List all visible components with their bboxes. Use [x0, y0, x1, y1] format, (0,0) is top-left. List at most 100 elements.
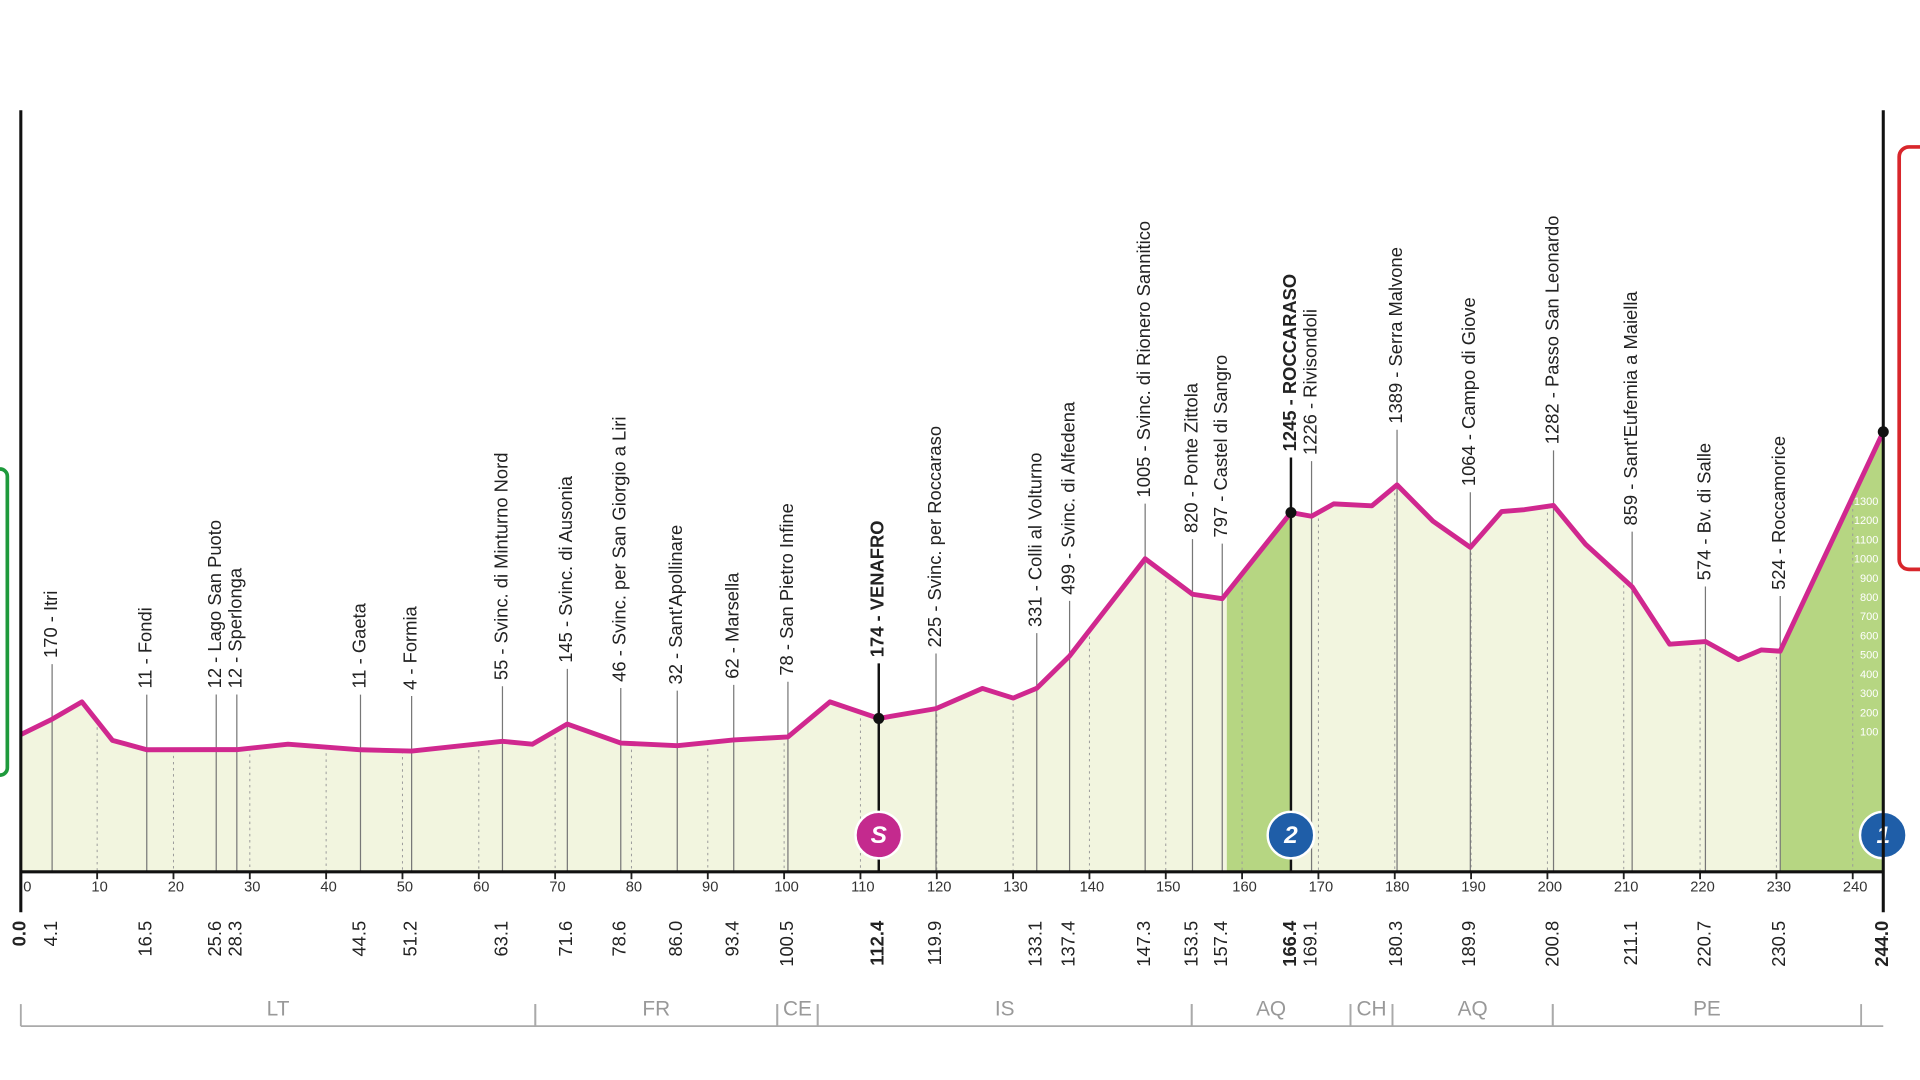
climb-area [1780, 431, 1884, 872]
waypoint-km: 230.5 [1768, 921, 1789, 967]
profile-area [20, 431, 1884, 872]
waypoint-name: 12 - Lago San Puoto [204, 520, 225, 688]
x-tick-label: 80 [626, 880, 642, 896]
x-tick-label: 60 [473, 880, 489, 896]
x-tick-label: 160 [1232, 880, 1257, 896]
waypoint-name: 225 - Svinc. per Roccaraso [924, 426, 945, 647]
waypoint-km: 93.4 [722, 921, 743, 957]
waypoint-name: 1389 - Serra Malvone [1385, 247, 1406, 424]
region-label: IS [995, 998, 1015, 1021]
marker-badge [854, 810, 904, 860]
waypoint-km: 28.3 [225, 921, 246, 957]
waypoint-name: 1005 - Svinc. di Rionero Sannitico [1133, 221, 1154, 498]
region-label: AQ [1256, 998, 1286, 1021]
waypoint-name: 574 - Bv. di Salle [1693, 443, 1714, 580]
waypoint-name: 499 - Svinc. di Alfedena [1057, 401, 1078, 595]
waypoint-km: 119.9 [924, 921, 945, 966]
waypoint-km: 71.6 [555, 921, 576, 957]
waypoint-name: 174 - VENAFRO [867, 520, 888, 657]
y-tick-label: 1000 [1854, 554, 1879, 566]
waypoint-name: 820 - Ponte Zittola [1180, 382, 1201, 533]
x-tick-label: 30 [244, 880, 260, 896]
waypoint-name: 62 - Marsella [722, 572, 743, 679]
waypoint-km: 244.0 [1871, 921, 1892, 967]
x-tick-label: 40 [320, 880, 336, 896]
x-tick-label: 170 [1309, 880, 1334, 896]
waypoint-name: 145 - Svinc. di Ausonia [555, 475, 576, 663]
marker-label: 2 [1283, 822, 1298, 849]
waypoint-name: 32 - Sant'Apollinare [665, 525, 686, 685]
waypoint-km: 44.5 [348, 921, 369, 957]
waypoint-km: 78.6 [609, 921, 630, 957]
waypoint-km: 4.1 [40, 921, 61, 947]
climb-area [1226, 512, 1291, 872]
waypoint-name: 46 - Svinc. per San Giorgio a Liri [609, 416, 630, 681]
y-tick-label: 1100 [1855, 534, 1879, 546]
y-tick-label: 600 [1860, 630, 1878, 642]
waypoint-name: 12 - Sperlonga [225, 567, 246, 688]
y-tick-label: 1300 [1854, 496, 1879, 508]
y-tick-label: 500 [1860, 650, 1878, 662]
y-tick-label: 100 [1860, 727, 1878, 739]
x-tick-label: 100 [774, 880, 799, 896]
waypoint-km: 133.1 [1025, 921, 1046, 967]
x-tick-label: 180 [1385, 880, 1410, 896]
waypoint-name: 78 - San Pietro Infine [776, 503, 797, 675]
start-box [0, 467, 10, 777]
waypoint-km: 86.0 [665, 921, 686, 957]
x-tick-label: 190 [1461, 880, 1486, 896]
x-tick-label: 210 [1614, 880, 1639, 896]
waypoint-name: 1064 - Campo di Giove [1458, 297, 1479, 486]
profile-line [19, 430, 1886, 754]
waypoint-km: 16.5 [135, 921, 156, 957]
x-tick-label: 10 [91, 880, 107, 896]
x-tick-label: 0 [23, 880, 31, 896]
waypoint-km: 166.4 [1279, 920, 1300, 967]
y-tick-label: 700 [1860, 611, 1878, 623]
region-label: CE [783, 998, 812, 1021]
waypoint-km: 112.4 [867, 920, 888, 966]
x-tick-label: 120 [927, 880, 952, 896]
waypoint-km: 169.1 [1299, 921, 1320, 967]
waypoint-dot [1285, 507, 1297, 519]
waypoint-km: 100.5 [776, 921, 797, 967]
y-tick-label: 400 [1860, 669, 1878, 681]
marker-label: S [871, 822, 888, 849]
waypoint-name: 1226 - Rivisondoli [1299, 309, 1320, 455]
waypoint-km: 51.2 [399, 921, 420, 957]
x-tick-label: 130 [1003, 880, 1028, 896]
waypoint-km: 157.4 [1210, 921, 1231, 967]
x-tick-label: 220 [1690, 880, 1715, 896]
waypoint-name: 331 - Colli al Volturno [1025, 453, 1046, 628]
y-tick-label: 300 [1860, 688, 1878, 700]
waypoint-km: 153.5 [1180, 921, 1201, 967]
y-tick-label: 900 [1860, 573, 1878, 585]
x-tick-label: 110 [851, 880, 874, 896]
marker-badge [1266, 810, 1316, 860]
x-tick-label: 70 [549, 880, 565, 896]
waypoint-name: 1245 - ROCCARASO [1279, 274, 1300, 452]
waypoint-name: 797 - Castel di Sangro [1210, 355, 1231, 538]
waypoint-km: 25.6 [204, 921, 225, 957]
x-tick-label: 90 [702, 880, 718, 896]
waypoint-km: 147.3 [1133, 921, 1154, 967]
x-tick-label: 150 [1156, 880, 1181, 896]
waypoint-name: 524 - Roccamorice [1768, 436, 1789, 590]
x-tick-label: 240 [1843, 880, 1868, 896]
region-label: PE [1693, 998, 1721, 1021]
waypoint-name: 11 - Fondi [135, 607, 156, 688]
waypoint-km: 137.4 [1057, 921, 1078, 967]
region-label: AQ [1458, 998, 1488, 1021]
waypoint-km: 63.1 [490, 921, 511, 957]
finish-box [1897, 145, 1920, 572]
waypoint-dot [873, 712, 885, 724]
waypoint-name: 55 - Svinc. di Minturno Nord [490, 453, 511, 681]
region-label: CH [1356, 998, 1386, 1021]
waypoint-km: 211.1 [1620, 921, 1641, 966]
waypoint-km: 189.9 [1458, 921, 1479, 967]
region-label: LT [267, 998, 290, 1021]
waypoint-km: 180.3 [1385, 921, 1406, 967]
waypoint-name: 170 - Itri [40, 591, 61, 658]
